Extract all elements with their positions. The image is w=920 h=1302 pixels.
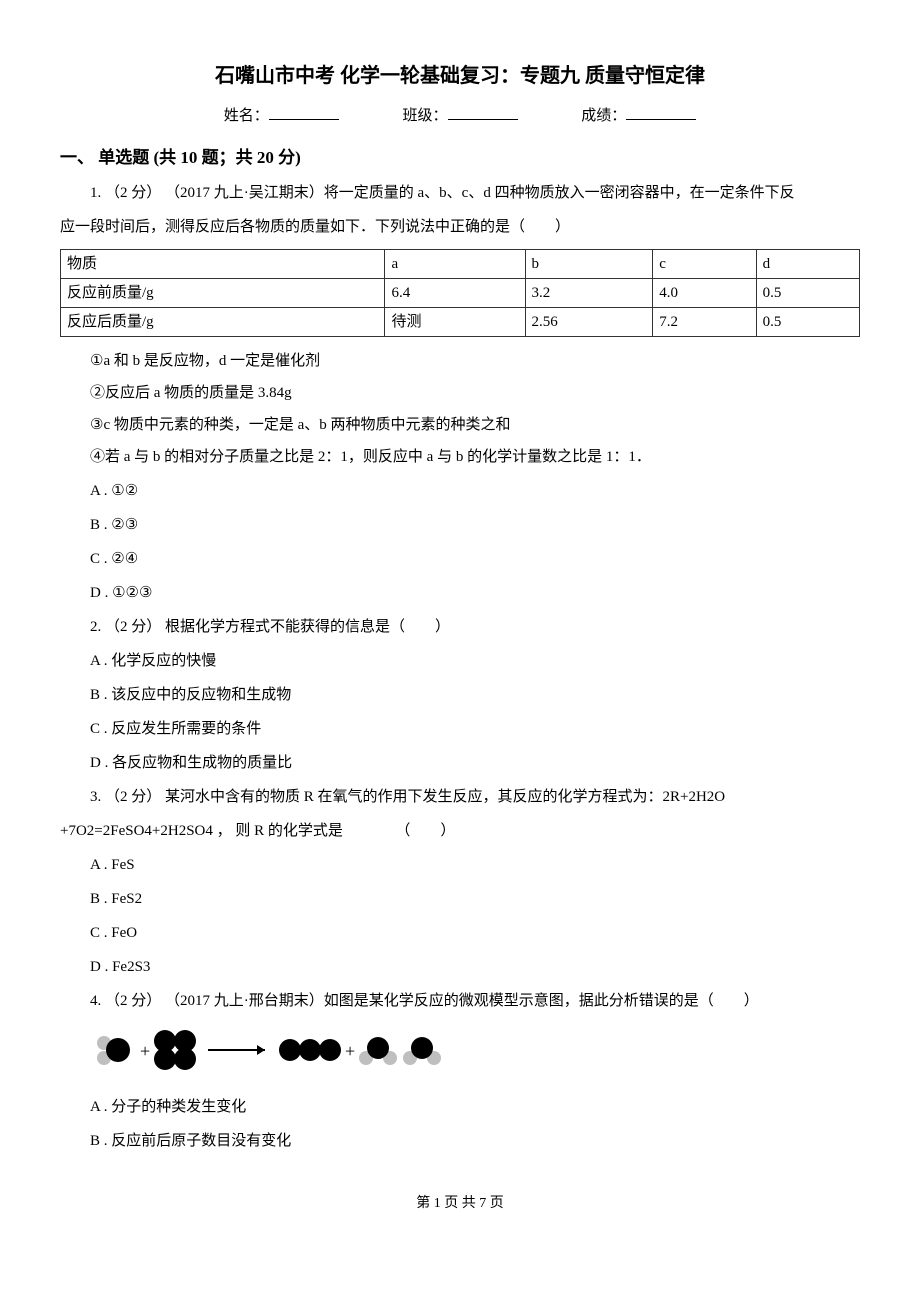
table-row: 反应后质量/g 待测 2.56 7.2 0.5 [61, 308, 860, 337]
table-cell: c [653, 250, 756, 279]
q1-statement-3: ③c 物质中元素的种类，一定是 a、b 两种物质中元素的种类之和 [90, 413, 860, 437]
q2-option-a: A . 化学反应的快慢 [90, 649, 860, 673]
q1-statement-2: ②反应后 a 物质的质量是 3.84g [90, 381, 860, 405]
document-title: 石嘴山市中考 化学一轮基础复习：专题九 质量守恒定律 [60, 60, 860, 92]
table-cell: 反应前质量/g [61, 279, 385, 308]
q1-option-c: C . ②④ [90, 547, 860, 571]
table-cell: b [525, 250, 653, 279]
class-label: 班级： [402, 108, 447, 124]
q3-option-a: A . FeS [90, 853, 860, 877]
table-cell: d [756, 250, 859, 279]
q2-option-b: B . 该反应中的反应物和生成物 [90, 683, 860, 707]
table-cell: 0.5 [756, 308, 859, 337]
svg-text:+: + [345, 1041, 355, 1061]
table-cell: 0.5 [756, 279, 859, 308]
q1-statement-1: ①a 和 b 是反应物，d 一定是催化剂 [90, 349, 860, 373]
q2-option-c: C . 反应发生所需要的条件 [90, 717, 860, 741]
table-cell: 4.0 [653, 279, 756, 308]
table-cell: a [385, 250, 525, 279]
q1-option-d: D . ①②③ [90, 581, 860, 605]
q3-option-b: B . FeS2 [90, 887, 860, 911]
reaction-diagram: + + [90, 1025, 860, 1083]
name-label: 姓名： [224, 108, 269, 124]
score-blank [626, 105, 696, 120]
table-cell: 6.4 [385, 279, 525, 308]
class-blank [448, 105, 518, 120]
score-field: 成绩： [581, 104, 696, 128]
q4-stem: 4. （2 分） （2017 九上·邢台期末）如图是某化学反应的微观模型示意图，… [60, 989, 860, 1013]
section-header: 一、 单选题 (共 10 题；共 20 分) [60, 144, 860, 171]
name-field: 姓名： [224, 104, 339, 128]
q1-stem-line1: 1. （2 分） （2017 九上·吴江期末）将一定质量的 a、b、c、d 四种… [60, 181, 860, 205]
q4-option-b: B . 反应前后原子数目没有变化 [90, 1129, 860, 1153]
table-cell: 7.2 [653, 308, 756, 337]
q2-option-d: D . 各反应物和生成物的质量比 [90, 751, 860, 775]
svg-text:+: + [140, 1041, 150, 1061]
table-cell: 待测 [385, 308, 525, 337]
q2-stem: 2. （2 分） 根据化学方程式不能获得的信息是（ ） [60, 615, 860, 639]
table-cell: 2.56 [525, 308, 653, 337]
molecule-diagram-icon: + + [90, 1025, 450, 1075]
q3-stem-line2: +7O2=2FeSO4+2H2SO4 ， 则 R 的化学式是 （ ） [60, 819, 860, 843]
q1-statement-4: ④若 a 与 b 的相对分子质量之比是 2：1，则反应中 a 与 b 的化学计量… [90, 445, 860, 469]
page-footer: 第 1 页 共 7 页 [60, 1193, 860, 1215]
q3-stem-line1: 3. （2 分） 某河水中含有的物质 R 在氧气的作用下发生反应，其反应的化学方… [60, 785, 860, 809]
class-field: 班级： [402, 104, 517, 128]
table-cell: 3.2 [525, 279, 653, 308]
q1-stem-line2: 应一段时间后，测得反应后各物质的质量如下．下列说法中正确的是（ ） [60, 215, 860, 239]
meta-row: 姓名： 班级： 成绩： [60, 104, 860, 128]
q3-option-d: D . Fe2S3 [90, 955, 860, 979]
score-label: 成绩： [581, 108, 626, 124]
q1-option-b: B . ②③ [90, 513, 860, 537]
q3-option-c: C . FeO [90, 921, 860, 945]
q1-table: 物质 a b c d 反应前质量/g 6.4 3.2 4.0 0.5 反应后质量… [60, 249, 860, 337]
name-blank [269, 105, 339, 120]
q1-option-a: A . ①② [90, 479, 860, 503]
table-cell: 物质 [61, 250, 385, 279]
q4-option-a: A . 分子的种类发生变化 [90, 1095, 860, 1119]
table-cell: 反应后质量/g [61, 308, 385, 337]
table-row: 物质 a b c d [61, 250, 860, 279]
table-row: 反应前质量/g 6.4 3.2 4.0 0.5 [61, 279, 860, 308]
